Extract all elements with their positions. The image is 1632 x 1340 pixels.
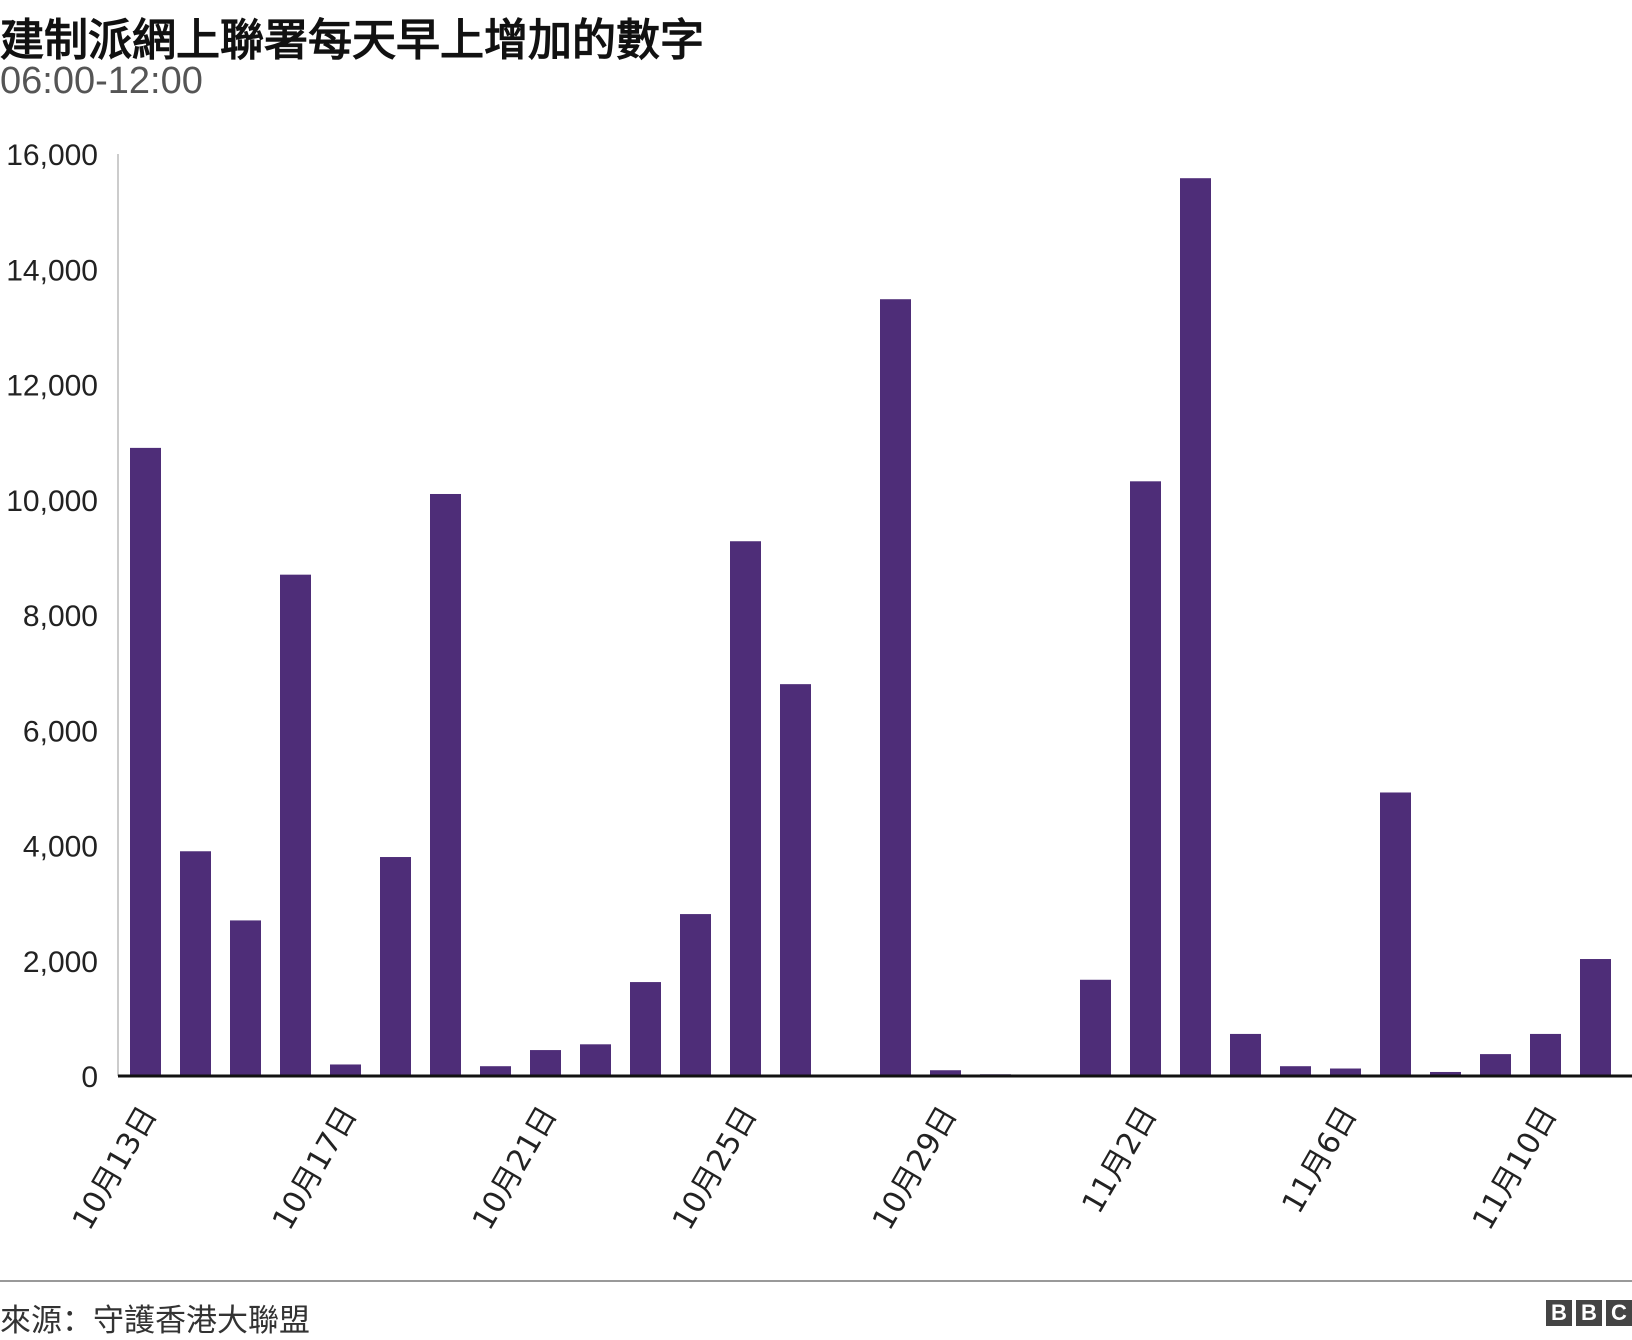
- y-tick-label: 2,000: [23, 946, 98, 979]
- bar: [930, 1070, 961, 1076]
- logo-letter: C: [1606, 1300, 1632, 1326]
- bar: [730, 541, 761, 1076]
- y-tick-label: 10,000: [6, 485, 98, 518]
- bar: [780, 684, 811, 1076]
- x-tick-label: 10月13日: [66, 1101, 164, 1237]
- bar: [130, 447, 161, 1076]
- bar: [480, 1066, 511, 1076]
- bar: [280, 574, 311, 1076]
- source-note: 來源：守護香港大聯盟: [0, 1303, 310, 1339]
- y-tick-label: 4,000: [23, 831, 98, 864]
- y-tick-label: 16,000: [6, 139, 98, 172]
- bar: [380, 857, 411, 1076]
- x-tick-label: 10月17日: [266, 1101, 364, 1237]
- bar: [530, 1050, 561, 1076]
- bar: [1230, 1033, 1261, 1076]
- y-tick-label: 14,000: [6, 254, 98, 287]
- chart-title: 建制派網上聯署每天早上增加的數字: [0, 15, 704, 66]
- bar: [330, 1064, 361, 1076]
- y-tick-label: 12,000: [6, 370, 98, 403]
- bar: [1180, 178, 1211, 1076]
- x-tick-label: 10月29日: [866, 1101, 964, 1237]
- chart-subtitle: 06:00-12:00: [0, 60, 203, 102]
- x-tick-label: 11月10日: [1466, 1101, 1564, 1237]
- x-tick-label: 10月21日: [466, 1101, 564, 1237]
- x-tick-label: 11月2日: [1075, 1101, 1164, 1220]
- y-tick-label: 8,000: [23, 600, 98, 633]
- bar: [1280, 1066, 1311, 1076]
- y-tick-label: 0: [81, 1061, 98, 1094]
- bar: [1380, 792, 1411, 1076]
- logo-letter: B: [1546, 1300, 1572, 1326]
- bar: [580, 1044, 611, 1076]
- y-axis: 0 2,000 4,000 6,000 8,000 10,000 12,000 14,000 1…: [6, 139, 119, 1094]
- bar: [1580, 959, 1611, 1076]
- footer-divider: [0, 1280, 1632, 1282]
- bars: [130, 178, 1611, 1077]
- bar: [1430, 1071, 1461, 1076]
- y-tick-label: 6,000: [23, 715, 98, 748]
- bar: [1530, 1033, 1561, 1076]
- bar: [880, 299, 911, 1077]
- logo-letter: B: [1576, 1300, 1602, 1326]
- x-tick-label: 10月25日: [666, 1101, 764, 1237]
- bar: [1330, 1068, 1361, 1076]
- bar: [1080, 979, 1111, 1076]
- bbc-logo: B B C: [1546, 1300, 1632, 1326]
- bar: [430, 493, 461, 1076]
- x-axis: 10月13日 10月17日 10月21日 10月25日 10月29日 11月2日 11月6日…: [66, 1074, 1632, 1237]
- bar: [230, 920, 261, 1076]
- bar: [1480, 1054, 1511, 1076]
- bar: [680, 914, 711, 1076]
- bar: [180, 851, 211, 1076]
- x-tick-label: 11月6日: [1275, 1101, 1364, 1220]
- bar: [630, 982, 661, 1076]
- bar: [1130, 481, 1161, 1076]
